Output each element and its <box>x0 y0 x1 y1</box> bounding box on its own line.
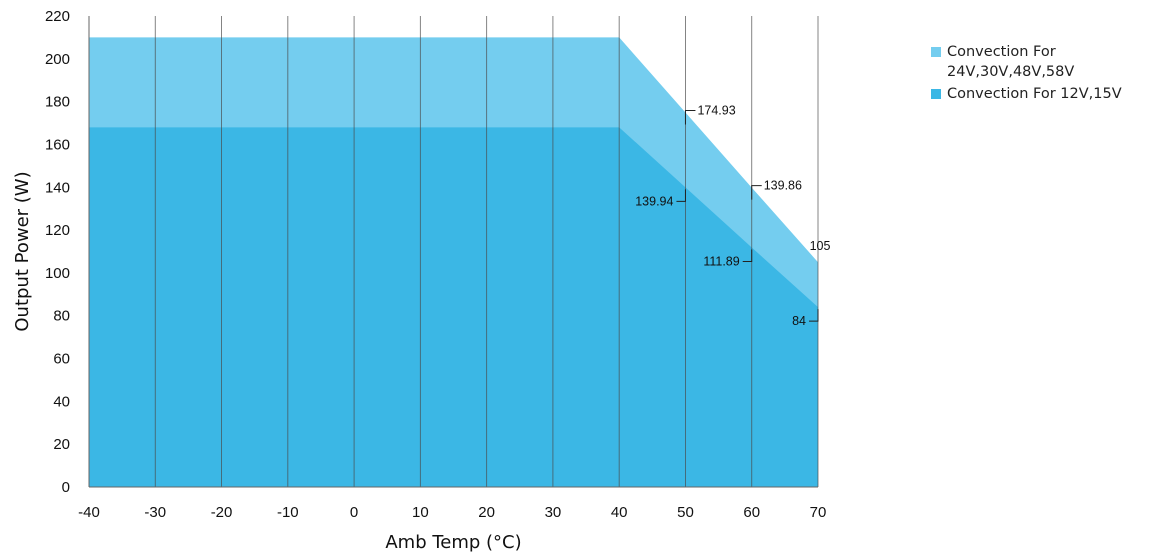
y-tick-label: 160 <box>45 136 70 153</box>
legend-label-24v-58v-line2: 24V,30V,48V,58V <box>947 64 1075 80</box>
x-tick-label: 50 <box>677 504 694 521</box>
x-tick-label: 40 <box>611 504 628 521</box>
annotation-label: 139.94 <box>635 194 673 208</box>
x-tick-label: -10 <box>277 504 299 521</box>
annotation-leader <box>751 185 762 200</box>
legend-item-12v-15v: Convection For 12V,15V <box>931 84 1146 104</box>
annotation-label: 111.89 <box>703 254 739 268</box>
y-tick-label: 180 <box>45 94 70 111</box>
x-tick-label: -30 <box>144 504 166 521</box>
y-tick-label: 80 <box>53 308 70 325</box>
x-tick-label: 10 <box>412 504 429 521</box>
x-tick-label: 20 <box>478 504 495 521</box>
legend-item-24v-58v: Convection For 24V,30V,48V,58V <box>931 42 1146 82</box>
y-tick-label: 200 <box>45 51 70 68</box>
y-tick-label: 100 <box>45 265 70 282</box>
annotation-leader <box>742 249 753 262</box>
x-tick-label: -40 <box>78 504 100 521</box>
y-tick-label: 60 <box>53 351 70 368</box>
annotation-label: 139.86 <box>764 179 802 193</box>
annotation-leader <box>809 309 819 322</box>
y-tick-label: 140 <box>45 179 70 196</box>
x-tick-label: 30 <box>545 504 562 521</box>
x-tick-label: 0 <box>350 504 358 521</box>
y-tick-label: 120 <box>45 222 70 239</box>
legend-label-12v-15v: Convection For 12V,15V <box>947 86 1122 102</box>
annotation-label: 84 <box>792 314 806 328</box>
y-tick-label: 40 <box>53 393 70 410</box>
y-tick-label: 0 <box>62 479 70 496</box>
annotation-label: 105 <box>810 239 831 253</box>
x-tick-label: 70 <box>810 504 827 521</box>
y-axis-title: Output Power (W) <box>12 171 33 331</box>
annotation-label: 174.93 <box>697 103 735 117</box>
annotation-leader <box>684 109 696 125</box>
area-series-2 <box>89 127 818 487</box>
y-tick-label: 220 <box>45 8 70 25</box>
x-axis-title: Amb Temp (°C) <box>385 532 521 553</box>
legend: Convection For 24V,30V,48V,58V Convectio… <box>931 42 1146 106</box>
x-tick-label: 60 <box>743 504 760 521</box>
y-tick-label: 20 <box>53 436 70 453</box>
x-tick-label: -20 <box>211 504 233 521</box>
legend-swatch-12v-15v <box>931 89 941 99</box>
legend-swatch-24v-58v <box>931 47 941 57</box>
legend-label-24v-58v-line1: Convection For <box>947 44 1056 60</box>
annotation-leader <box>676 189 686 202</box>
